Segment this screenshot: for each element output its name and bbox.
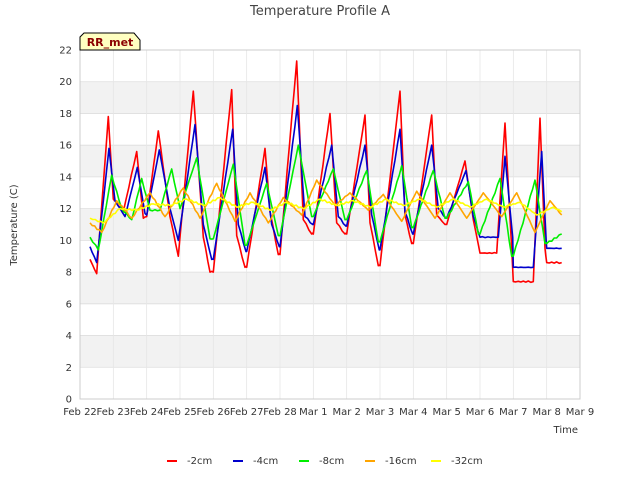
x-tick-label: Mar 9 xyxy=(566,407,594,418)
y-tick-label: 0 xyxy=(66,395,72,406)
y-tick-labels: 0 2 4 6 8 10 12 14 16 18 20 22 xyxy=(59,46,72,406)
grid-band xyxy=(80,335,580,368)
y-tick-label: 14 xyxy=(59,172,72,183)
x-tick-label: Mar 5 xyxy=(432,407,460,418)
x-tick-label: Feb 24 xyxy=(130,407,164,418)
y-tick-label: 18 xyxy=(59,109,72,120)
x-tick-label: Feb 26 xyxy=(197,407,231,418)
legend: -2cm -4cm -8cm -16cm -32cm xyxy=(167,456,483,467)
x-tick-label: Feb 25 xyxy=(163,407,197,418)
y-tick-label: 8 xyxy=(66,268,72,279)
x-tick-label: Feb 23 xyxy=(97,407,131,418)
badge-label: RR_met xyxy=(87,36,134,49)
y-tick-label: 10 xyxy=(59,236,72,247)
x-tick-label: Mar 8 xyxy=(532,407,560,418)
y-axis-label: Temperature (C) xyxy=(9,184,20,266)
x-tick-label: Mar 1 xyxy=(299,407,327,418)
series-line-minus-4cm xyxy=(89,104,562,269)
x-tick-labels: Feb 22 Feb 23 Feb 24 Feb 25 Feb 26 Feb 27 Feb … xyxy=(63,407,594,418)
y-tick-label: 16 xyxy=(59,141,72,152)
legend-entry-label: -32cm xyxy=(451,456,483,467)
x-tick-label: Feb 22 xyxy=(63,407,97,418)
y-tick-label: 2 xyxy=(66,363,72,374)
series-line-minus-32cm xyxy=(89,196,563,224)
x-tick-label: Mar 6 xyxy=(466,407,494,418)
y-tick-label: 22 xyxy=(59,46,72,57)
x-tick-label: Mar 2 xyxy=(332,407,360,418)
legend-entry-label: -16cm xyxy=(385,456,417,467)
x-tick-label: Mar 4 xyxy=(399,407,427,418)
x-axis-label: Time xyxy=(553,425,578,436)
legend-entry-label: -4cm xyxy=(253,456,278,467)
plot-area-frame xyxy=(79,49,581,400)
y-tick-label: 12 xyxy=(59,204,72,215)
x-tick-label: Feb 27 xyxy=(230,407,264,418)
series-line-minus-8cm xyxy=(89,144,562,257)
badge-shape xyxy=(79,32,141,51)
legend-entry-label: -2cm xyxy=(187,456,212,467)
y-tick-label: 20 xyxy=(59,77,72,88)
y-tick-label: 4 xyxy=(66,331,72,342)
series-line-minus-16cm xyxy=(89,179,563,234)
grid-band xyxy=(80,81,580,114)
x-tick-label: Mar 3 xyxy=(366,407,394,418)
x-tick-label: Feb 28 xyxy=(263,407,297,418)
y-tick-label: 6 xyxy=(66,299,72,310)
series-lines xyxy=(89,60,563,284)
legend-entry-label: -8cm xyxy=(319,456,344,467)
x-tick-label: Mar 7 xyxy=(499,407,527,418)
station-badge: RR_met xyxy=(79,32,141,51)
chart-title: Temperature Profile A xyxy=(249,4,390,19)
grid-band xyxy=(80,272,580,304)
